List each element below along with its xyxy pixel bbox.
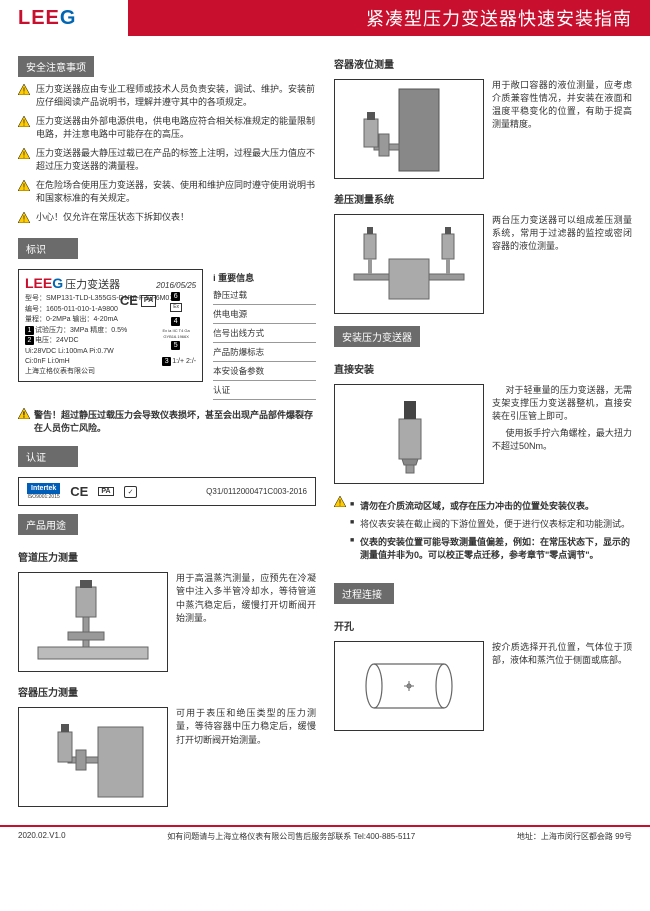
install-header: 安装压力变送器: [334, 326, 420, 347]
cert-header: 认证: [18, 446, 78, 467]
ce-mark-icon: CE: [120, 292, 138, 310]
svg-text:!: !: [23, 215, 25, 224]
intertek-icon: Intertek: [27, 483, 60, 494]
cert-badge-icon: ✓: [124, 486, 138, 498]
diff-header: 差压测量系统: [334, 191, 632, 206]
process-header: 过程连接: [334, 583, 394, 604]
ce-mark-icon: CE: [70, 484, 88, 499]
svg-text:!: !: [23, 87, 25, 96]
diff-figure: [334, 214, 484, 314]
pipe-pressure-header: 管道压力测量: [18, 549, 316, 564]
vessel-pressure-desc: 可用于表压和绝压类型的压力测量，等待容器中压力稳定后，缓慢打开切断阀开始测量。: [176, 703, 316, 746]
cert-row: Intertek ISO9001:2015 CE PA ✓ Q31/011200…: [18, 477, 316, 506]
nameplate-figure: LEEG 压力变送器 2016/05/25 型号：SMP131-TLD-L355…: [18, 269, 203, 381]
version-text: 2020.02.V1.0: [18, 831, 66, 842]
contact-text: 如有问题请与上海立格仪表有限公司售后服务部联系 Tel:400-885-5117: [167, 831, 415, 842]
page-title: 紧凑型压力变送器快速安装指南: [128, 0, 650, 36]
warning-icon: !: [18, 148, 30, 159]
address-text: 地址：上海市闵行区都会路 99号: [517, 831, 632, 842]
use-header: 产品用途: [18, 514, 78, 535]
vessel-pressure-figure: [18, 707, 168, 807]
vessel-pressure-header: 容器压力测量: [18, 684, 316, 699]
safety-list: !压力变送器应由专业工程师或技术人员负责安装，调试、维护。安装前应仔细阅读产品说…: [18, 83, 316, 224]
direct-install-figure: [334, 384, 484, 484]
left-column: 安全注意事项 !压力变送器应由专业工程师或技术人员负责安装，调试、维护。安装前应…: [18, 48, 316, 811]
hole-header: 开孔: [334, 618, 632, 633]
svg-text:!: !: [23, 151, 25, 160]
footer: 2020.02.V1.0 如有问题请与上海立格仪表有限公司售后服务部联系 Tel…: [0, 825, 650, 846]
warning-icon: !: [18, 84, 30, 95]
level-figure: [334, 79, 484, 179]
svg-text:!: !: [23, 183, 25, 192]
level-header: 容器液位测量: [334, 56, 632, 71]
pa-mark-icon: PA: [141, 295, 156, 306]
level-desc: 用于敞口容器的液位测量，应考虑介质兼容性情况，并安装在液面和温度平稳变化的位置，…: [492, 75, 632, 131]
diff-desc: 两台压力变送器可以组成差压测量系统，常用于过滤器的监控或密闭容器的液位测量。: [492, 210, 632, 253]
warning-icon: !: [18, 212, 30, 223]
hole-figure: [334, 641, 484, 731]
right-column: 容器液位测量 用于敞口容器的液位测量，应考虑介质兼容性情况，并安装在液面和温度平…: [334, 48, 632, 811]
install-warning: ! 请勿在介质流动区域，或存在压力冲击的位置处安装仪表。 将仪表安装在截止阀的下…: [334, 496, 632, 571]
svg-text:!: !: [23, 119, 25, 128]
direct-install-desc: 对于轻重量的压力变送器，无需支架支撑压力变送器整机，直接安装在引压管上即可。 使…: [492, 380, 632, 453]
warning-icon: !: [18, 116, 30, 127]
label-header: 标识: [18, 238, 78, 259]
ex-mark-icon: Ex: [170, 303, 182, 312]
pipe-pressure-desc: 用于高温蒸汽测量，应预先在冷凝管中注入多半管冷却水，等待管道中蒸汽稳定后，缓慢打…: [176, 568, 316, 624]
logo: LEEG: [0, 0, 128, 36]
important-info-box: i 重要信息 静压过载 供电电源 信号出线方式 产品防爆标志 本安设备参数 认证: [213, 269, 316, 400]
hole-desc: 按介质选择开孔位置，气体位于顶部，液体和蒸汽位于侧面或底部。: [492, 637, 632, 667]
header: LEEG 紧凑型压力变送器快速安装指南: [0, 0, 650, 36]
warning-icon: !: [18, 180, 30, 191]
warning-text: ! 警告！超过静压过载压力会导致仪表损坏，甚至会出现产品部件爆裂存在人员伤亡风险…: [18, 408, 316, 434]
svg-text:!: !: [339, 499, 341, 508]
pa-mark-icon: PA: [98, 487, 113, 496]
direct-install-header: 直接安装: [334, 361, 632, 376]
safety-header: 安全注意事项: [18, 56, 94, 77]
svg-text:!: !: [23, 411, 26, 420]
pipe-pressure-figure: [18, 572, 168, 672]
